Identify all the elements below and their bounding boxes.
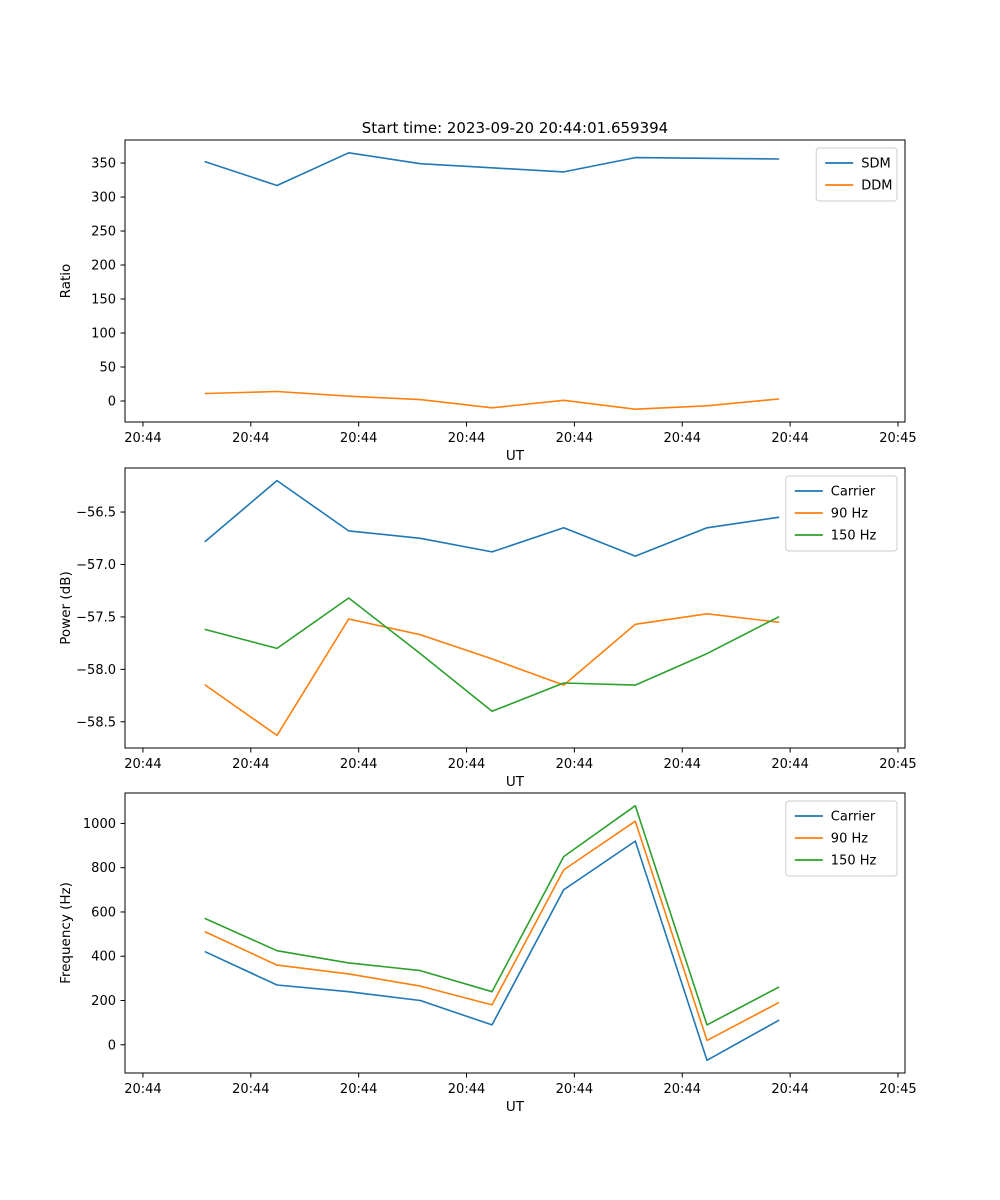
y-tick-label: 250	[91, 225, 116, 240]
x-tick-label: 20:44	[448, 757, 485, 772]
y-tick-label: 1000	[83, 817, 116, 832]
x-tick-label: 20:44	[664, 431, 701, 446]
figure-title: Start time: 2023-09-20 20:44:01.659394	[361, 119, 669, 137]
line-series-150-hz	[204, 804, 780, 1026]
x-axis-label: UT	[506, 448, 525, 464]
line-series-carrier	[204, 840, 780, 1062]
legend-label: Carrier	[831, 810, 876, 825]
y-axis-label: Power (dB)	[58, 571, 74, 644]
y-tick-label: −56.5	[76, 506, 116, 521]
line-series-sdm	[204, 152, 780, 187]
x-tick-label: 20:44	[124, 431, 161, 446]
subplot-3: 0 200 400 600 800 1000 20:44 20:44 20:44 20:44 20:…	[58, 792, 917, 1115]
x-tick-label: 20:44	[232, 431, 269, 446]
y-tick-label: 100	[91, 327, 116, 342]
y-tick-label: 200	[91, 259, 116, 274]
x-tick-label: 20:44	[340, 431, 377, 446]
legend-label: 90 Hz	[831, 507, 868, 522]
legend-box	[785, 800, 898, 877]
legend-label: 90 Hz	[831, 832, 868, 847]
x-tick-label: 20:44	[771, 1082, 808, 1097]
line-series-carrier	[204, 479, 780, 557]
line-series-90-hz	[204, 612, 780, 737]
axes-frame	[124, 792, 906, 1074]
line-series-ddm	[204, 390, 780, 411]
legend-box	[815, 147, 898, 202]
legend-box	[785, 475, 898, 552]
x-tick-label: 20:44	[556, 431, 593, 446]
y-tick-label: −58.5	[76, 715, 116, 730]
y-axis-label: Frequency (Hz)	[58, 882, 74, 984]
x-tick-label: 20:44	[556, 1082, 593, 1097]
x-tick-label: 20:44	[340, 1082, 377, 1097]
legend-label: Carrier	[831, 485, 876, 500]
legend: Carrier 90 Hz 150 Hz	[785, 800, 898, 877]
y-tick-label: 200	[91, 994, 116, 1009]
legend: Carrier 90 Hz 150 Hz	[785, 475, 898, 552]
x-tick-label: 20:44	[771, 757, 808, 772]
legend-label: DDM	[861, 179, 892, 194]
x-tick-label: 20:44	[664, 1082, 701, 1097]
y-tick-label: −57.0	[76, 558, 116, 573]
x-tick-label: 20:44	[124, 757, 161, 772]
x-tick-label: 20:44	[340, 757, 377, 772]
x-tick-label: 20:44	[771, 431, 808, 446]
y-tick-label: 50	[99, 361, 116, 376]
y-tick-label: 300	[91, 191, 116, 206]
y-tick-label: 150	[91, 293, 116, 308]
line-series-90-hz	[204, 820, 780, 1042]
x-tick-label: 20:44	[448, 1082, 485, 1097]
x-tick-label: 20:44	[448, 431, 485, 446]
x-axis-label: UT	[506, 774, 525, 790]
legend-label: SDM	[861, 157, 890, 172]
axes-frame	[124, 139, 906, 423]
y-tick-label: 800	[91, 861, 116, 876]
y-tick-label: 600	[91, 905, 116, 920]
x-tick-label: 20:44	[232, 1082, 269, 1097]
y-axis-label: Ratio	[58, 264, 74, 299]
y-tick-label: −58.0	[76, 663, 116, 678]
y-tick-label: 0	[108, 394, 116, 409]
subplot-2: −58.5 −58.0 −57.5 −57.0 −56.5 20:44 20:44 20:44…	[58, 467, 917, 790]
x-tick-label: 20:45	[879, 757, 916, 772]
x-tick-label: 20:45	[879, 1082, 916, 1097]
subplot-1: 0 50 100 150 200 250 300 350 20:44 20:44 20:44 20:4…	[58, 139, 917, 464]
line-series-150-hz	[204, 597, 780, 713]
x-tick-label: 20:44	[664, 757, 701, 772]
y-tick-label: 400	[91, 950, 116, 965]
x-tick-label: 20:44	[232, 757, 269, 772]
legend-label: 150 Hz	[831, 529, 877, 544]
legend-label: 150 Hz	[831, 854, 877, 869]
x-tick-label: 20:44	[556, 757, 593, 772]
x-tick-label: 20:44	[124, 1082, 161, 1097]
x-axis-label: UT	[506, 1099, 525, 1115]
legend: SDM DDM	[815, 147, 898, 202]
x-tick-label: 20:45	[879, 431, 916, 446]
axes-frame	[124, 467, 906, 749]
y-tick-label: −57.5	[76, 610, 116, 625]
y-tick-label: 0	[108, 1038, 116, 1053]
y-tick-label: 350	[91, 157, 116, 172]
